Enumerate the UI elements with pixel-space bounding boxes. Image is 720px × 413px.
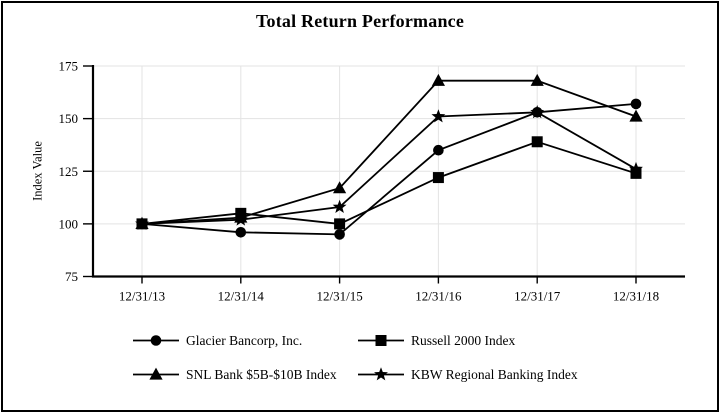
y-tick-label: 175 [59, 59, 79, 74]
series-glacier-bancorp-inc [136, 98, 642, 240]
y-tick-label: 75 [65, 269, 78, 284]
legend-label: KBW Regional Banking Index [411, 366, 578, 382]
star-marker-icon [358, 367, 404, 381]
marker-square-icon [375, 335, 387, 346]
marker-star-icon [332, 199, 347, 213]
legend-item-snl-bank: SNL Bank $5B-$10B Index [133, 362, 358, 387]
marker-circle-icon [150, 335, 162, 346]
marker-triangle-icon [333, 181, 347, 194]
series-line [141, 140, 637, 225]
x-tick-label: 12/31/16 [415, 289, 462, 304]
axes [83, 65, 685, 284]
x-tick-label: 12/31/13 [119, 289, 165, 304]
marker-triangle-icon [530, 73, 544, 86]
y-tick-label: 100 [59, 216, 79, 231]
legend-label: Russell 2000 Index [411, 332, 516, 348]
marker-square-icon [334, 218, 346, 230]
y-tick-label: 125 [59, 164, 79, 179]
marker-circle-icon [433, 144, 444, 156]
marker-star-icon [431, 109, 446, 123]
series-line [141, 111, 637, 225]
marker-triangle-icon [431, 73, 445, 86]
marker-square-icon [630, 167, 642, 179]
x-tick-label: 12/31/15 [316, 289, 362, 304]
triangle-marker-icon [133, 367, 179, 380]
marker-circle-icon [630, 98, 642, 110]
marker-square-icon [432, 172, 444, 184]
chart-legend: Glacier Bancorp, Inc. Russell 2000 Index… [133, 328, 578, 387]
marker-circle-icon [235, 226, 247, 238]
series-line [141, 103, 637, 236]
marker-triangle-icon [149, 367, 163, 380]
marker-circle-icon [136, 218, 148, 230]
marker-square-icon [235, 207, 247, 219]
gridlines [93, 65, 685, 277]
x-tick-label: 12/31/14 [218, 289, 265, 304]
marker-circle-icon [531, 107, 543, 118]
circle-marker-icon [133, 335, 179, 346]
chart-title: Total Return Performance [255, 11, 465, 31]
x-tick-label: 12/31/17 [514, 289, 561, 304]
y-tick-label: 150 [59, 111, 79, 126]
marker-triangle-icon [629, 109, 643, 122]
legend-label: Glacier Bancorp, Inc. [186, 332, 303, 348]
legend-item-kbw-regional: KBW Regional Banking Index [358, 362, 578, 387]
square-marker-icon [358, 335, 404, 346]
legend-item-glacier-bancorp: Glacier Bancorp, Inc. [133, 328, 358, 353]
legend-label: SNL Bank $5B-$10B Index [186, 366, 337, 382]
marker-circle-icon [334, 229, 345, 240]
marker-square-icon [531, 136, 543, 148]
series-russell-2000-index [136, 136, 642, 230]
series-line [141, 79, 637, 225]
series-kbw-regional-banking-index [135, 105, 643, 230]
marker-star-icon [374, 367, 388, 381]
legend-item-russell-2000: Russell 2000 Index [358, 328, 578, 353]
x-tick-label: 12/31/18 [613, 289, 659, 304]
